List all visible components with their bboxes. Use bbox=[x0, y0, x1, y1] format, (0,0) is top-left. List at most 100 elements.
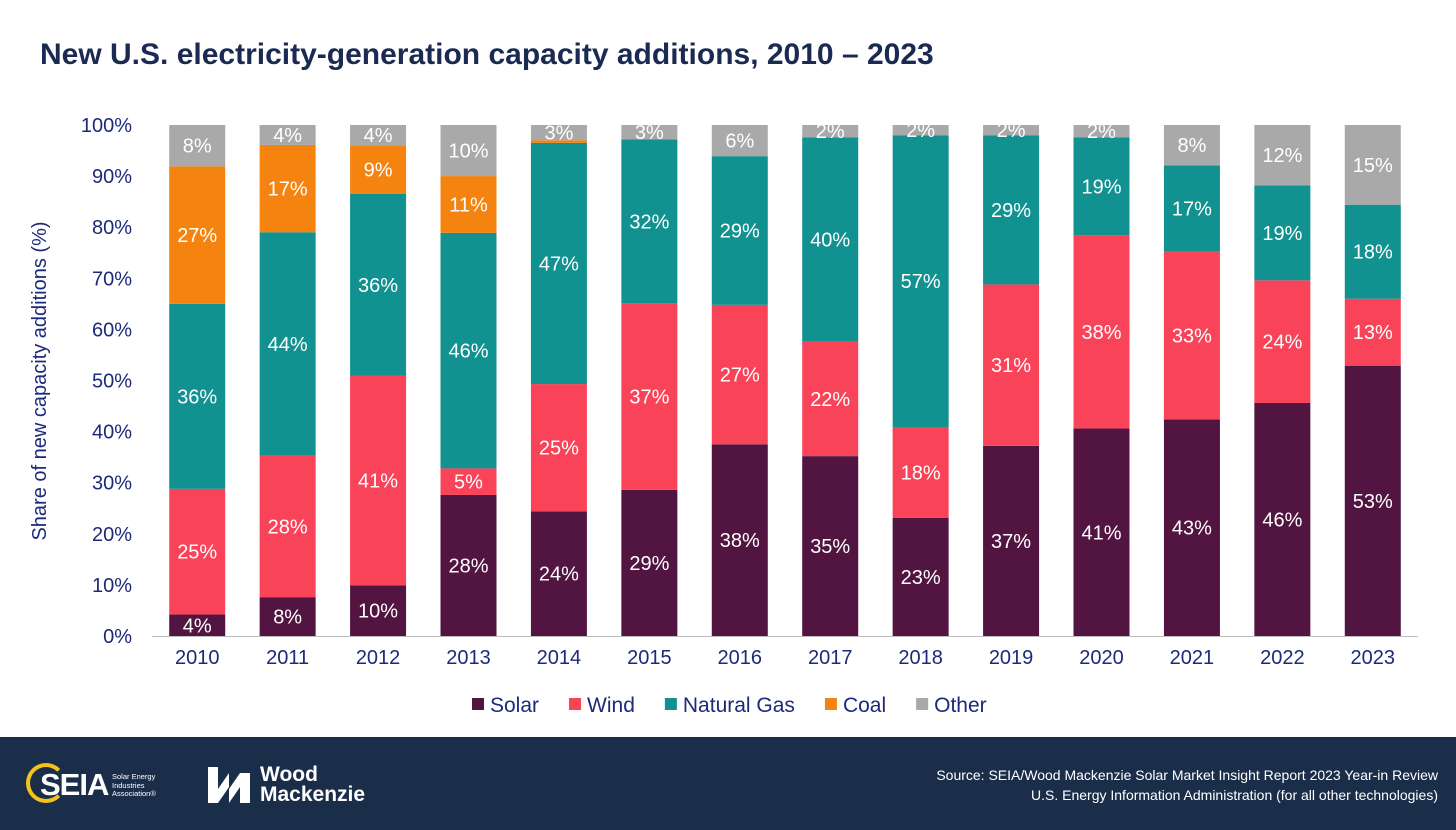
data-label: 5% bbox=[454, 472, 483, 494]
bar-natural-gas bbox=[1344, 204, 1401, 299]
chart-title: New U.S. electricity-generation capacity… bbox=[40, 38, 934, 71]
legend: Solar Wind Natural Gas Coal Other bbox=[472, 694, 987, 717]
data-label: 23% bbox=[901, 567, 941, 589]
wm-word-1: Wood bbox=[260, 763, 318, 786]
data-label: 2% bbox=[816, 121, 845, 143]
x-tick-label: 2015 bbox=[627, 647, 672, 669]
y-tick-label: 0% bbox=[103, 626, 132, 648]
wood-mackenzie-logo: Wood Mackenzie bbox=[208, 763, 388, 813]
y-tick-label: 80% bbox=[92, 217, 132, 239]
data-label: 41% bbox=[358, 471, 398, 493]
bar-other bbox=[802, 125, 859, 138]
bar-other bbox=[350, 125, 407, 146]
legend-swatch bbox=[824, 698, 837, 710]
bar-coal bbox=[169, 166, 226, 304]
bar-other bbox=[1344, 125, 1401, 205]
x-tick-label: 2017 bbox=[808, 647, 853, 669]
y-tick-label: 100% bbox=[81, 115, 132, 137]
data-label: 28% bbox=[268, 516, 308, 538]
data-label: 18% bbox=[901, 462, 941, 484]
bar-solar bbox=[169, 614, 226, 636]
bar-other bbox=[259, 125, 316, 145]
data-label: 35% bbox=[810, 536, 850, 558]
data-label: 13% bbox=[1353, 322, 1393, 344]
bar-wind bbox=[350, 375, 407, 586]
bar-natural-gas bbox=[802, 137, 859, 342]
y-axis: 0% 10% 20% 30% 40% 50% 60% 70% 80% 90% 100% bbox=[81, 115, 1418, 648]
data-label: 29% bbox=[991, 200, 1031, 222]
data-label: 37% bbox=[991, 531, 1031, 553]
data-label: 27% bbox=[177, 225, 217, 247]
data-label: 15% bbox=[1353, 155, 1393, 177]
data-label: 25% bbox=[177, 542, 217, 564]
source-note: Source: SEIA/Wood Mackenzie Solar Market… bbox=[936, 765, 1438, 805]
bar-coal bbox=[350, 145, 407, 194]
bar-natural-gas bbox=[983, 135, 1040, 285]
data-label: 41% bbox=[1081, 522, 1121, 544]
data-label: 46% bbox=[1262, 509, 1302, 531]
wm-word-2: Mackenzie bbox=[260, 783, 366, 806]
bar-solar bbox=[1163, 419, 1220, 636]
data-label: 38% bbox=[1081, 322, 1121, 344]
bar-natural-gas bbox=[1163, 165, 1220, 252]
bar-natural-gas bbox=[621, 139, 678, 304]
bar-wind bbox=[711, 304, 768, 445]
data-label: 36% bbox=[177, 386, 217, 408]
data-label: 6% bbox=[725, 131, 754, 153]
x-tick-label: 2022 bbox=[1260, 647, 1305, 669]
bar-wind bbox=[440, 468, 497, 495]
x-tick-label: 2014 bbox=[537, 647, 582, 669]
wood-mackenzie-logo-text: Wood Mackenzie bbox=[260, 763, 366, 806]
data-label: 57% bbox=[901, 271, 941, 293]
bar-solar bbox=[440, 494, 497, 636]
data-label: 53% bbox=[1353, 491, 1393, 513]
bar-wind bbox=[1163, 251, 1220, 420]
data-label: 29% bbox=[720, 221, 760, 243]
bar-solar bbox=[530, 511, 587, 636]
stacked-bar-chart: Share of new capacity additions (%) 0% 10… bbox=[29, 115, 1418, 717]
bar-natural-gas bbox=[711, 156, 768, 305]
data-label: 36% bbox=[358, 275, 398, 297]
bar-natural-gas bbox=[530, 142, 587, 385]
data-label: 44% bbox=[268, 334, 308, 356]
wood-mackenzie-mark-icon bbox=[208, 767, 250, 803]
legend-label: Natural Gas bbox=[683, 694, 795, 717]
bar-natural-gas bbox=[1073, 137, 1130, 236]
data-label: 3% bbox=[544, 123, 573, 145]
bar-wind bbox=[802, 341, 859, 457]
bar-other bbox=[1163, 125, 1220, 166]
legend-swatch bbox=[916, 698, 929, 710]
bar-solar bbox=[1073, 428, 1130, 636]
bar-other bbox=[1254, 125, 1311, 186]
legend-swatch bbox=[569, 698, 582, 710]
legend-label: Solar bbox=[490, 694, 539, 717]
data-label: 19% bbox=[1081, 176, 1121, 198]
bar-wind bbox=[1344, 298, 1401, 366]
bar-other bbox=[621, 125, 678, 140]
bar-coal bbox=[440, 176, 497, 233]
x-tick-label: 2021 bbox=[1170, 647, 1215, 669]
data-label: 24% bbox=[539, 564, 579, 586]
data-label: 4% bbox=[183, 615, 212, 637]
bar-natural-gas bbox=[440, 232, 497, 469]
data-label: 29% bbox=[629, 553, 669, 575]
y-tick-label: 50% bbox=[92, 371, 132, 393]
bar-coal bbox=[259, 144, 316, 233]
data-label: 47% bbox=[539, 253, 579, 275]
legend-label: Wind bbox=[587, 694, 635, 717]
seia-tagline: Solar Energy Industries Association® bbox=[112, 772, 156, 798]
data-label: 46% bbox=[448, 341, 488, 363]
bar-solar bbox=[1254, 402, 1311, 636]
bar-natural-gas bbox=[350, 193, 407, 376]
legend-label: Other bbox=[934, 694, 987, 717]
bars-group: 4% 25% 36% 27% 8% 8% 28% 44% 17% 4% 10% 41% 36% 9% 4% 2… bbox=[169, 120, 1401, 637]
bar-solar bbox=[350, 585, 407, 636]
data-label: 31% bbox=[991, 355, 1031, 377]
data-label: 4% bbox=[364, 125, 393, 147]
y-tick-label: 90% bbox=[92, 166, 132, 188]
bar-wind bbox=[892, 427, 949, 518]
bar-solar bbox=[711, 444, 768, 636]
x-tick-label: 2012 bbox=[356, 647, 401, 669]
data-label: 10% bbox=[358, 601, 398, 623]
data-label: 19% bbox=[1262, 223, 1302, 245]
